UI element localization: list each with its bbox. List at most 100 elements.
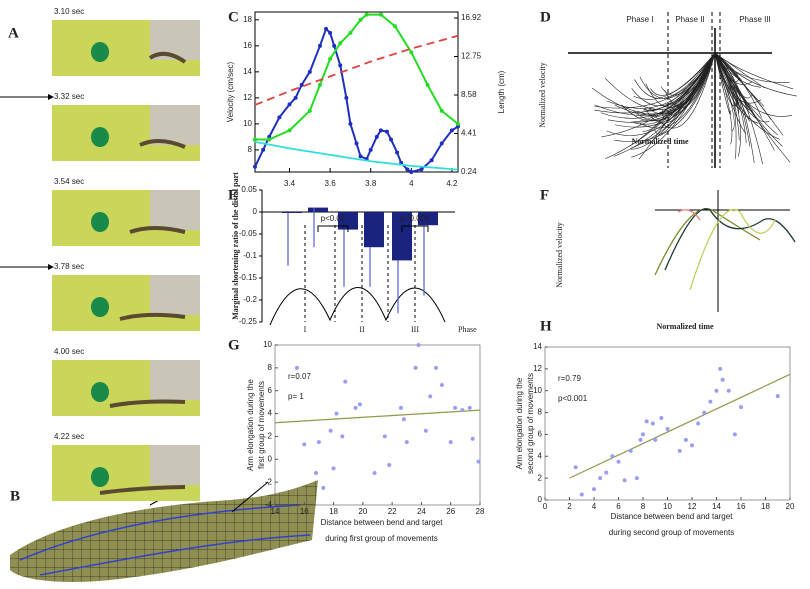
series-marker [389,137,394,142]
y2-axis-label: Length (cm) [497,70,506,113]
series-marker [364,12,369,17]
point [659,416,664,421]
point [467,405,472,410]
x-tick-label: 4 [592,502,597,511]
series-marker [439,141,444,146]
pointer [231,481,269,513]
category-label: III [411,325,419,334]
y-tick-label: 14 [243,67,252,76]
x-tick-label: 10 [663,502,672,511]
point [439,383,444,387]
x-tick-label: 20 [786,502,795,511]
series-marker [338,41,343,46]
x-tick-label: 0 [543,502,548,511]
point [702,410,707,415]
velocity-trace [689,208,776,291]
x-tick-label: 18 [761,502,770,511]
y-axis-label: Velocity (cm/sec) [226,61,235,122]
series-marker [439,108,444,113]
p-annotation: p<0.001 [400,214,430,223]
y2-tick-label: 16.92 [461,13,482,22]
series-marker [293,95,298,100]
x-axis-label: Normalized time [631,137,689,146]
point [302,442,307,447]
y-tick-label: 0.05 [241,185,257,194]
point [404,440,409,445]
velocity-trace [677,209,701,221]
point [628,448,633,453]
frame-time: 3.10 sec [54,7,84,16]
x-tick-label: 8 [641,502,646,511]
plot-frame [274,344,481,506]
y-tick-label: 12 [533,364,542,373]
point [387,463,392,467]
series-marker [328,30,333,35]
frame-time: 4.00 sec [54,347,84,356]
x-tick-label: 14 [712,502,721,511]
panel-label: B [10,488,20,504]
frame-shade [150,360,200,400]
point [714,388,719,393]
point [460,408,465,413]
point [382,434,387,439]
point [331,466,336,471]
y-axis-label: Marginal shortening ratio of the distal … [231,172,240,320]
series-marker [409,50,414,55]
bar [364,212,384,248]
x-tick-label: 4.2 [446,179,458,188]
y-tick-label: 0 [538,495,543,504]
x-tick-label: 6 [616,502,621,511]
frame-time: 3.32 sec [54,92,84,101]
point [413,365,418,370]
point [641,432,645,437]
series-marker [429,158,434,163]
series-marker [348,121,353,126]
x-tick-label: 12 [688,502,697,511]
y-tick-label: 8 [268,363,273,372]
panel-label: A [8,25,19,41]
category-label: II [359,325,365,334]
arrow-head [48,94,54,100]
y-axis-label: Arm elongation during the [515,377,524,469]
phase-label: Phase III [739,15,771,24]
velocity-trace [664,208,796,271]
series-marker [378,12,383,17]
point [610,454,615,459]
y-axis-label: second group of movements [526,373,535,474]
series-marker [358,17,363,22]
frame-shade [150,105,200,145]
series-marker [253,164,257,169]
point [638,437,643,442]
point [732,432,737,437]
arm [148,51,187,64]
frame-time: 3.54 sec [54,177,84,186]
point [653,437,658,442]
frame-shade [150,445,200,485]
point [314,471,318,475]
fit-line-overlay [569,373,791,479]
target-ball [91,297,109,317]
point [340,434,345,439]
point [616,459,621,464]
arm [139,139,186,149]
y-tick-label: -0.25 [239,317,258,326]
y-axis-label: Normalized velocity [538,62,547,128]
frame-shade [150,275,200,315]
x-axis-label: during first group of movements [325,534,438,543]
series-marker [287,128,292,133]
point [683,437,688,442]
panel-label: D [540,9,551,25]
series-marker [267,137,272,142]
point [316,440,321,445]
y-tick-label: -0.15 [239,273,258,282]
arm-contour [39,534,311,576]
phase-label: Phase II [675,15,704,24]
x-tick-label: 28 [476,507,485,516]
velocity-trace [631,52,765,107]
series-marker [419,167,424,172]
arm [109,399,186,408]
fit-line-overlay [274,409,481,424]
arm [99,485,186,495]
point [357,402,362,407]
